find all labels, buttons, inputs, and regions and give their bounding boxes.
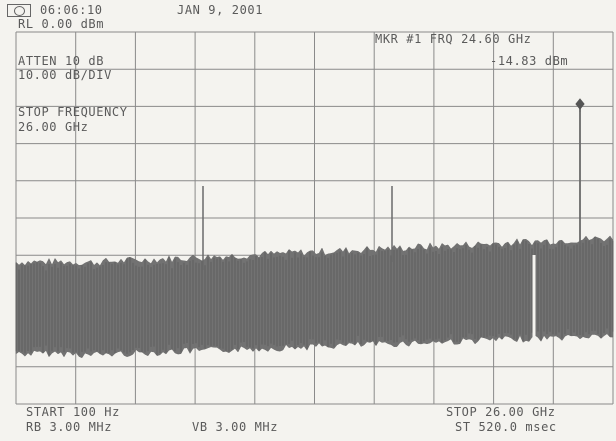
sweep-time: ST 520.0 msec [455, 420, 557, 434]
marker-1-indicator [575, 98, 585, 112]
clock-date: JAN 9, 2001 [177, 3, 264, 17]
video-bandwidth: VB 3.00 MHz [192, 420, 279, 434]
trace-noise-floor [15, 235, 614, 359]
marker-amplitude-readout: -14.83 dBm [490, 54, 569, 68]
resolution-bandwidth: RB 3.00 MHz [26, 420, 113, 434]
clock-time: 06:06:10 [40, 3, 103, 17]
reference-level: RL 0.00 dBm [18, 17, 105, 31]
marker-frequency-readout: MKR #1 FRQ 24.60 GHz [375, 32, 532, 46]
active-function-value: 26.00 GHz [18, 120, 89, 134]
hp-logo-icon [7, 4, 31, 17]
start-frequency: START 100 Hz [26, 405, 120, 419]
attenuation-readout: ATTEN 10 dB [18, 54, 105, 68]
stop-frequency: STOP 26.00 GHz [446, 405, 556, 419]
active-function-label: STOP FREQUENCY [18, 105, 128, 119]
scale-readout: 10.00 dB/DIV [18, 68, 112, 82]
